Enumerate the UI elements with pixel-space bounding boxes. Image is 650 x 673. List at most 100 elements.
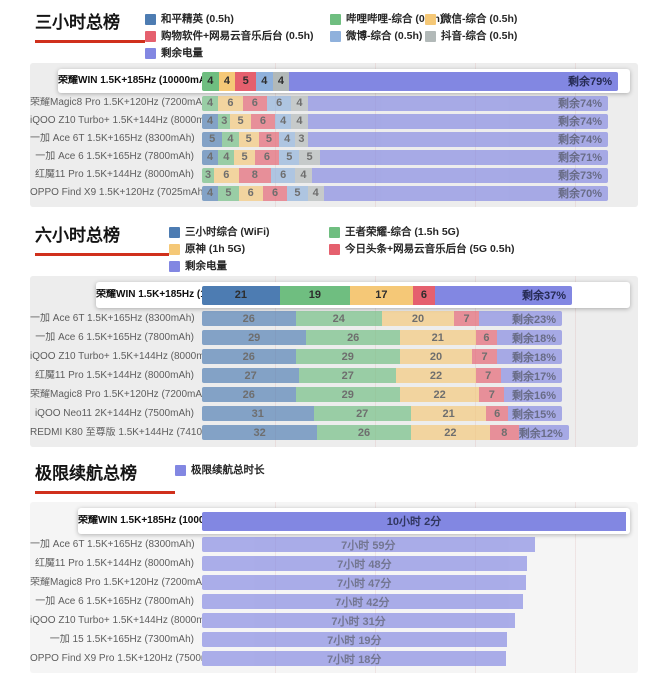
bar-segment: 3 [202,167,215,183]
bar-segment: 6 [242,95,267,111]
legend-column: 极限续航总时长 [175,464,265,476]
legend-label: 极限续航总时长 [191,464,265,476]
chart-row: 一加 15 1.5K+165Hz (7300mAh) 7小时 19分 [30,630,638,649]
device-label: 一加 Ace 6T 1.5K+165Hz (8300mAh) [30,312,195,324]
remaining-segment: 剩余79% [289,71,618,91]
bar-segment: 24 [295,311,382,326]
bar-track: 32 26 22 8 剩余12% [202,425,569,440]
title-underline [35,491,175,494]
bar-segment: 4 [275,113,292,129]
bar-segment: 8 [489,425,519,440]
bar-track: 27 27 22 7 剩余17% [202,368,562,383]
device-label: 一加 Ace 6 1.5K+165Hz (7800mAh) [35,595,194,607]
chart-3hour: 荣耀WIN 1.5K+185Hz (10000mAh) 4 4 5 4 4 剩余79% 荣耀M… [30,63,638,207]
legend-swatch-icon [169,226,180,238]
bar-track: 10小时 2分 [202,511,626,531]
bar-segment: 4 [256,71,273,91]
legend-label: 购物软件+网易云音乐后台 (0.5h) [161,30,314,42]
bar-segment: 21 [399,330,476,345]
bar-segment: 26 [306,330,400,345]
bar-segment: 5 [202,131,223,147]
device-label: 一加 Ace 6 1.5K+165Hz (7800mAh) [35,331,194,343]
bar-segment: 7 [475,368,501,383]
remaining-segment: 剩余37% [435,285,572,305]
bar-segment: 5 [235,71,257,91]
bar-segment: 5 [258,131,280,147]
device-label: 一加 Ace 6 1.5K+165Hz (7800mAh) [35,151,194,162]
bar-segment: 7 [453,311,480,326]
bar-track: 21 19 17 6 剩余37% [202,285,572,305]
legend-column: 和平精英 (0.5h) 购物软件+网易云音乐后台 (0.5h) 剩余电量 [145,13,330,59]
bar-segment: 5 [234,149,255,165]
bar-segment: 6 [262,185,288,201]
legend-item: 剩余电量 [145,47,330,59]
bar-segment: 4 [222,131,239,147]
duration-bar: 7小时 18分 [202,651,507,666]
legend-label: 哔哩哔哩-综合 (0.5h) [346,13,444,25]
remaining-segment: 剩余16% [504,387,562,402]
legend-column: 三小时综合 (WiFi) 原神 (1h 5G) 剩余电量 [169,226,329,272]
bar-segment: 6 [486,406,508,421]
section-6hour-header: 六小时总榜 三小时综合 (WiFi) 原神 (1h 5G) 剩余电量 王者荣耀-综合 … [0,207,650,276]
bar-track: 3 6 8 6 4 剩余73% [202,167,608,183]
remaining-segment: 剩余70% [323,185,608,201]
chart-row: 荣耀Magic8 Pro 1.5K+120Hz (7200mAh) 4 6 6 6 4 剩余… [30,94,638,112]
remaining-segment: 剩余73% [311,167,608,183]
chart-row: 荣耀Magic8 Pro 1.5K+120Hz (7200mAh) 26 29 22 7… [30,385,638,404]
bar-segment: 3 [218,113,231,129]
device-label: 一加 15 1.5K+165Hz (7300mAh) [49,633,194,645]
bar-segment: 4 [218,71,236,91]
bar-segment: 17 [349,285,413,305]
bar-segment: 6 [271,167,296,183]
legend-item: 三小时综合 (WiFi) [169,226,329,238]
chart-row: 一加 Ace 6 1.5K+165Hz (7800mAh) 29 26 21 6 剩余18… [30,328,638,347]
bar-segment: 20 [399,349,472,364]
bar-segment: 6 [218,95,243,111]
bar-segment: 6 [250,113,276,129]
legend-label: 和平精英 (0.5h) [161,13,234,25]
legend-item: 和平精英 (0.5h) [145,13,330,25]
device-label: 荣耀Magic8 Pro 1.5K+120Hz (7200mAh) [30,388,202,400]
device-label: 一加 Ace 6T 1.5K+165Hz (8300mAh) [30,133,195,144]
chart-row: 一加 Ace 6T 1.5K+165Hz (8300mAh) 7小时 59分 [30,535,638,554]
device-label: 红魔11 Pro 1.5K+144Hz (8000mAh) [34,557,194,569]
bar-segment: 27 [313,406,411,421]
bar-segment: 7 [479,387,505,402]
chart-row: iQOO Z10 Turbo+ 1.5K+144Hz (8000mAh) 26 29… [30,347,638,366]
bar-segment: 21 [202,285,280,305]
device-label: iQOO Z10 Turbo+ 1.5K+144Hz (8000mAh) [30,350,202,362]
legend-label: 今日头条+网易云音乐后台 (5G 0.5h) [345,243,515,255]
bar-segment: 5 [230,113,251,129]
legend-swatch-icon [329,226,340,238]
bar-segment: 29 [295,387,400,402]
bar-segment: 6 [475,330,498,345]
legend-item: 王者荣耀-综合 (1.5h 5G) [329,226,514,238]
legend-item: 剩余电量 [169,260,329,272]
bar-track: 5 4 5 5 4 3 剩余74% [202,131,608,147]
bar-track: 7小时 48分 [202,556,620,571]
remaining-segment: 剩余74% [307,131,608,147]
chart-row: iQOO Z10 Turbo+ 1.5K+144Hz (8000mAh) 4 3 5 6… [30,112,638,130]
bar-track: 4 6 6 6 4 剩余74% [202,95,608,111]
section-3hour: 三小时总榜 和平精英 (0.5h) 购物软件+网易云音乐后台 (0.5h) 剩余电量… [0,0,650,207]
legend-swatch-icon [169,243,180,255]
legend-swatch-icon [175,464,186,476]
legend-swatch-icon [145,13,156,25]
section-3hour-title-block: 三小时总榜 [35,8,145,43]
bar-segment: 3 [295,131,308,147]
bar-track: 7小时 47分 [202,575,620,590]
legend-column: 哔哩哔哩-综合 (0.5h) 微博-综合 (0.5h) [330,13,443,59]
bar-segment: 4 [202,71,219,91]
device-label: iQOO Z10 Turbo+ 1.5K+144Hz (8000mAh) [30,614,202,626]
remaining-segment: 剩余12% [518,425,569,440]
legend-swatch-icon [425,30,436,42]
section-title: 三小时总榜 [35,13,120,32]
legend-swatch-icon [330,30,341,42]
legend-item: 购物软件+网易云音乐后台 (0.5h) [145,30,330,42]
legend-item: 极限续航总时长 [175,464,265,476]
device-label: 红魔11 Pro 1.5K+144Hz (8000mAh) [34,169,194,180]
bar-segment: 19 [279,285,350,305]
